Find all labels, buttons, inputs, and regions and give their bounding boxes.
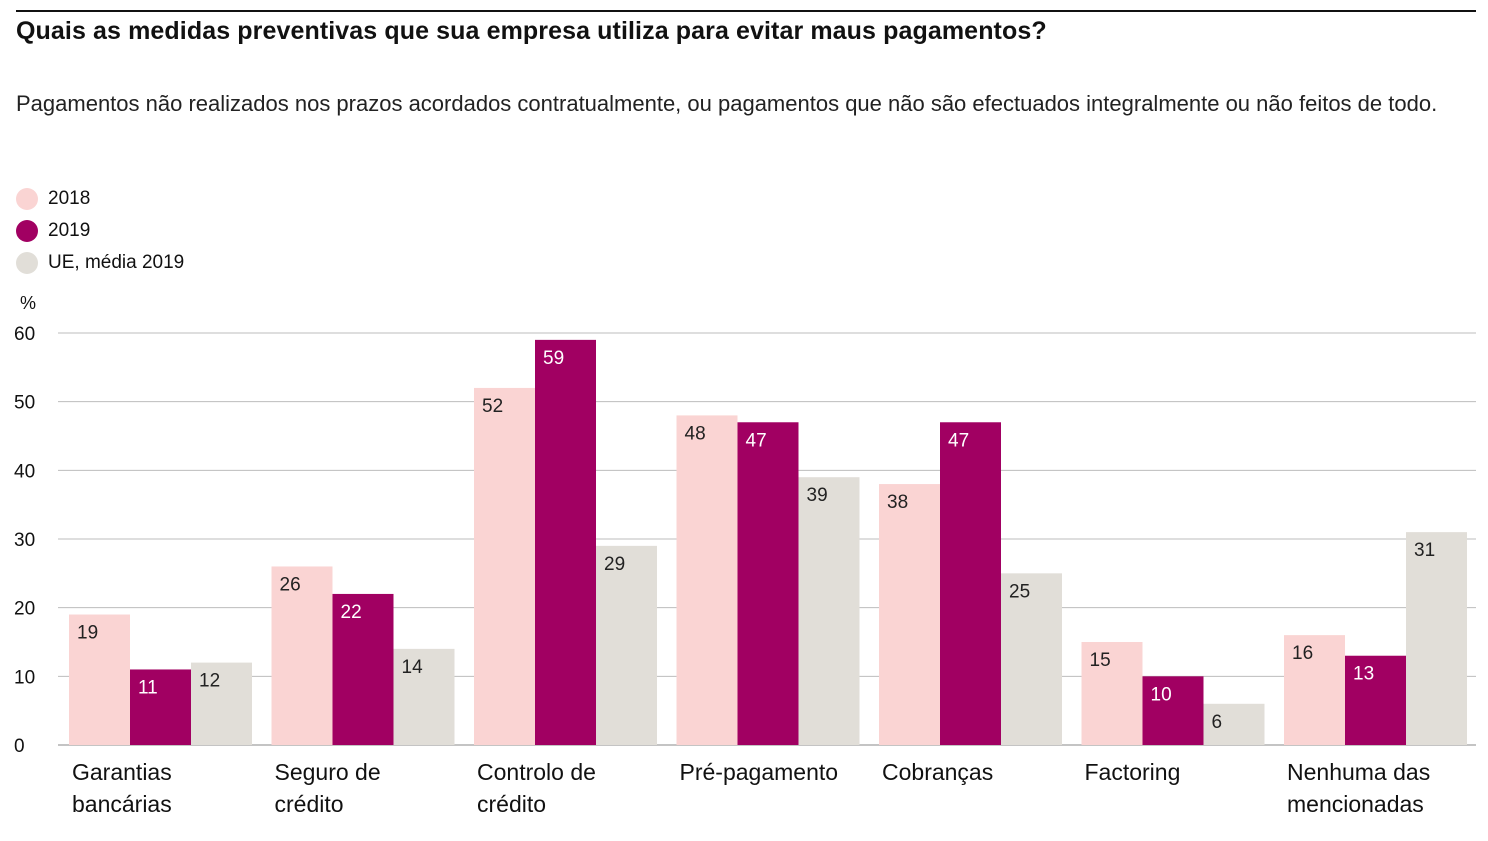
legend-swatch-2018: [16, 188, 38, 210]
bar-value-label: 6: [1212, 712, 1223, 733]
y-axis-unit: %: [20, 293, 37, 313]
chart-title: Quais as medidas preventivas que sua emp…: [16, 17, 1047, 45]
legend-item-2019: 2019: [16, 215, 184, 247]
bar-value-label: 14: [402, 657, 424, 678]
bar-s2-c2: [596, 545, 657, 745]
bar-value-label: 39: [807, 485, 828, 506]
bar-s0-c1: [271, 566, 333, 745]
bar-value-label: 29: [604, 554, 625, 575]
x-category-label: Pré-pagamento: [680, 759, 839, 785]
legend-label-eu-average: UE, média 2019: [48, 252, 185, 273]
bar-value-label: 38: [887, 492, 908, 513]
bar-s2-c3: [798, 477, 860, 745]
x-category-label: Garantias bancárias: [72, 759, 172, 817]
bar-s1-c3: [737, 422, 799, 745]
bar-value-label: 31: [1414, 540, 1435, 561]
bar-s1-c1: [332, 593, 394, 745]
bar-s0-c3: [676, 415, 738, 745]
bar-value-label: 12: [199, 671, 220, 692]
x-category-label: Seguro de crédito: [275, 759, 381, 817]
y-tick-label-0: 0: [14, 736, 25, 757]
y-tick-label-50: 50: [14, 393, 35, 414]
legend-swatch-2019: [16, 220, 38, 242]
bar-value-label: 26: [280, 574, 301, 595]
bar-s0-c4: [879, 484, 940, 745]
bar-s2-c6: [1406, 532, 1467, 745]
bar-value-label: 25: [1009, 581, 1030, 602]
bar-s2-c0: [191, 662, 252, 745]
bar-value-label: 22: [341, 602, 362, 623]
y-tick-label-10: 10: [14, 667, 35, 688]
bar-value-label: 59: [543, 348, 564, 369]
bar-s0-c5: [1081, 642, 1143, 745]
y-tick-label-40: 40: [14, 461, 35, 482]
y-tick-label-30: 30: [14, 530, 35, 551]
bar-value-label: 52: [482, 396, 503, 417]
bar-s2-c5: [1203, 703, 1265, 745]
legend-item-eu-average: UE, média 2019: [16, 247, 184, 279]
bar-value-label: 15: [1090, 650, 1111, 671]
bar-value-label: 16: [1292, 643, 1313, 664]
bar-s1-c0: [130, 669, 191, 745]
chart-subtitle: Pagamentos não realizados nos prazos aco…: [16, 91, 1438, 116]
x-category-label: Controlo de crédito: [477, 759, 596, 817]
bar-s1-c2: [535, 339, 596, 745]
bar-value-label: 47: [948, 430, 969, 451]
legend: 2018 2019 UE, média 2019: [16, 183, 184, 279]
x-category-label: Cobranças: [882, 759, 993, 785]
legend-label-2019: 2019: [48, 220, 91, 241]
x-category-label: Nenhuma das mencionadas: [1287, 759, 1430, 817]
legend-swatch-eu-average: [16, 252, 38, 274]
y-tick-label-20: 20: [14, 599, 35, 620]
bar-s0-c0: [69, 614, 130, 745]
bar-value-label: 13: [1353, 664, 1374, 685]
bar-value-label: 47: [746, 430, 767, 451]
bar-s2-c4: [1001, 573, 1062, 745]
legend-item-2018: 2018: [16, 183, 184, 215]
bar-s1-c6: [1345, 655, 1406, 745]
bar-s1-c4: [940, 422, 1001, 745]
legend-label-2018: 2018: [48, 188, 91, 209]
top-rule: [16, 10, 1476, 12]
bar-value-label: 48: [685, 423, 706, 444]
bar-s1-c5: [1142, 676, 1204, 745]
bar-s2-c1: [393, 648, 455, 745]
bar-value-label: 10: [1151, 684, 1172, 705]
bar-s0-c2: [474, 387, 535, 745]
bar-value-label: 11: [138, 677, 158, 698]
bar-value-label: 19: [77, 623, 98, 644]
bar-s0-c6: [1284, 635, 1345, 745]
x-category-label: Factoring: [1085, 759, 1181, 785]
y-tick-label-60: 60: [14, 324, 35, 345]
